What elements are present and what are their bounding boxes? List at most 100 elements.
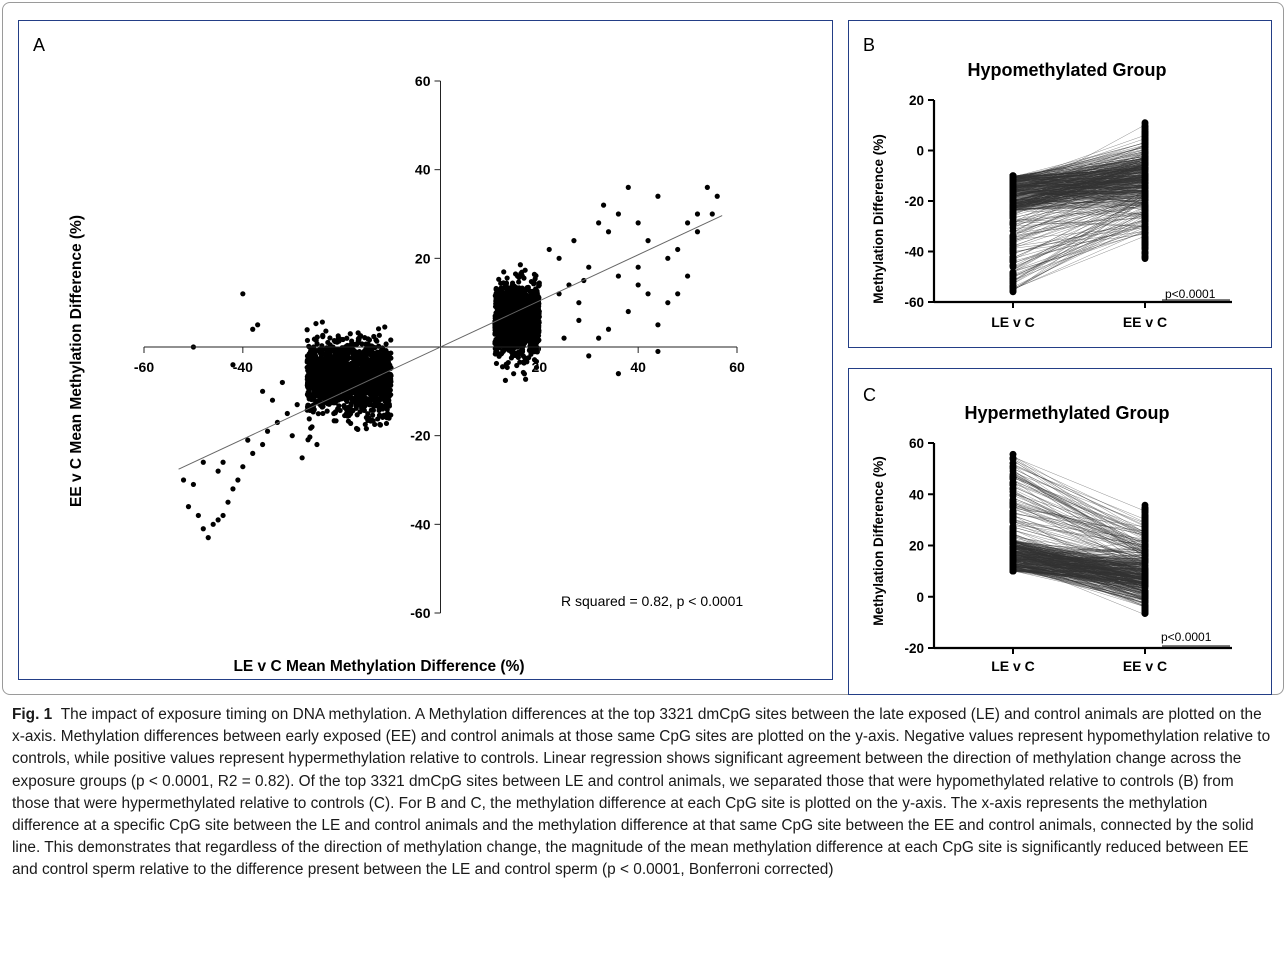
site-pair-line — [1012, 155, 1146, 186]
site-pair-line — [1012, 210, 1146, 278]
site-pair-line — [1012, 164, 1146, 204]
y-tick-label: 20 — [415, 250, 431, 266]
site-pair-line — [1012, 492, 1146, 569]
scatter-point — [596, 220, 602, 226]
scatter-point — [310, 402, 316, 408]
scatter-point — [337, 336, 343, 342]
scatter-point — [195, 512, 201, 519]
site-pair-line — [1012, 465, 1146, 520]
site-pair-line — [1012, 186, 1146, 192]
site-pair-line — [1012, 529, 1146, 588]
le-point — [1009, 558, 1017, 566]
scatter-point — [307, 373, 313, 379]
scatter-point — [684, 273, 691, 279]
scatter-point — [514, 362, 520, 369]
scatter-point — [364, 390, 371, 396]
ee-point — [1141, 576, 1149, 584]
scatter-point — [521, 275, 527, 281]
site-pair-line — [1012, 475, 1146, 535]
scatter-point — [342, 378, 348, 384]
site-pair-line — [1012, 206, 1146, 281]
site-pair-line — [1012, 146, 1146, 178]
site-pair-line — [1012, 210, 1146, 218]
scatter-point — [511, 283, 518, 289]
le-point — [1009, 473, 1017, 481]
site-pair-line — [1012, 540, 1146, 588]
site-pair-line — [1012, 468, 1146, 533]
site-pair-line — [1012, 514, 1146, 591]
scatter-point — [333, 397, 339, 404]
site-pair-line — [1012, 212, 1146, 291]
site-pair-line — [1012, 215, 1146, 291]
scatter-point — [384, 410, 391, 416]
scatter-point — [185, 504, 192, 510]
ee-point — [1141, 530, 1149, 538]
scatter-point — [383, 420, 390, 427]
scatter-point — [556, 255, 562, 261]
scatter-point — [376, 343, 382, 349]
site-pair-line — [1012, 190, 1146, 260]
scatter-point — [709, 211, 715, 217]
scatter-point — [376, 407, 382, 414]
site-pair-line — [1012, 161, 1146, 204]
site-pair-line — [1012, 504, 1146, 553]
scatter-point — [327, 335, 333, 341]
scatter-point — [319, 377, 326, 383]
scatter-point — [532, 286, 539, 292]
site-pair-line — [1012, 158, 1146, 178]
site-pair-line — [1012, 175, 1146, 186]
scatter-point — [501, 297, 507, 303]
site-pair-line — [1012, 221, 1146, 275]
scatter-point — [388, 350, 394, 356]
le-point — [1009, 545, 1017, 552]
scatter-point — [367, 364, 373, 370]
fig-label: Fig. 1 — [12, 706, 53, 723]
site-pair-line — [1012, 235, 1146, 290]
scatter-point — [377, 421, 383, 428]
y-tick-label: -40 — [904, 245, 924, 260]
scatter-point — [505, 289, 511, 295]
site-pair-line — [1012, 545, 1146, 584]
scatter-point — [517, 262, 523, 268]
scatter-point — [522, 376, 529, 382]
ee-point — [1141, 143, 1149, 150]
scatter-point — [331, 410, 337, 417]
site-pair-line — [1012, 174, 1146, 206]
site-pair-line — [1012, 560, 1146, 599]
scatter-point — [284, 410, 290, 417]
scatter-point — [220, 459, 226, 465]
scatter-point — [348, 361, 354, 367]
site-pair-line — [1012, 147, 1146, 179]
site-pair-line — [1012, 176, 1146, 187]
scatter-point — [508, 285, 514, 291]
site-pair-line — [1012, 537, 1146, 571]
scatter-point — [350, 373, 357, 379]
scatter-point — [376, 403, 382, 409]
scatter-point — [524, 328, 530, 334]
scatter-point — [338, 374, 344, 381]
scatter-point — [323, 346, 329, 353]
scatter-point — [356, 359, 363, 365]
site-pair-line — [1012, 201, 1146, 225]
x-category-label: LE v C — [991, 658, 1035, 674]
scatter-point — [336, 387, 343, 393]
scatter-point — [535, 333, 542, 339]
le-point — [1009, 563, 1017, 571]
ee-point — [1141, 245, 1149, 253]
x-category-label: EE v C — [1123, 314, 1167, 330]
scatter-point — [645, 291, 651, 297]
site-pair-line — [1012, 195, 1146, 242]
le-point — [1009, 249, 1017, 257]
scatter-point — [380, 381, 386, 387]
site-pair-line — [1012, 533, 1146, 582]
scatter-point — [307, 354, 313, 361]
scatter-point — [517, 330, 523, 337]
scatter-point — [625, 184, 631, 190]
scatter-point — [353, 370, 359, 376]
site-pair-line — [1012, 200, 1146, 241]
scatter-point — [356, 350, 362, 357]
scatter-point — [383, 353, 389, 359]
scatter-point — [332, 381, 338, 387]
scatter-point — [384, 404, 390, 410]
scatter-point — [516, 279, 522, 285]
